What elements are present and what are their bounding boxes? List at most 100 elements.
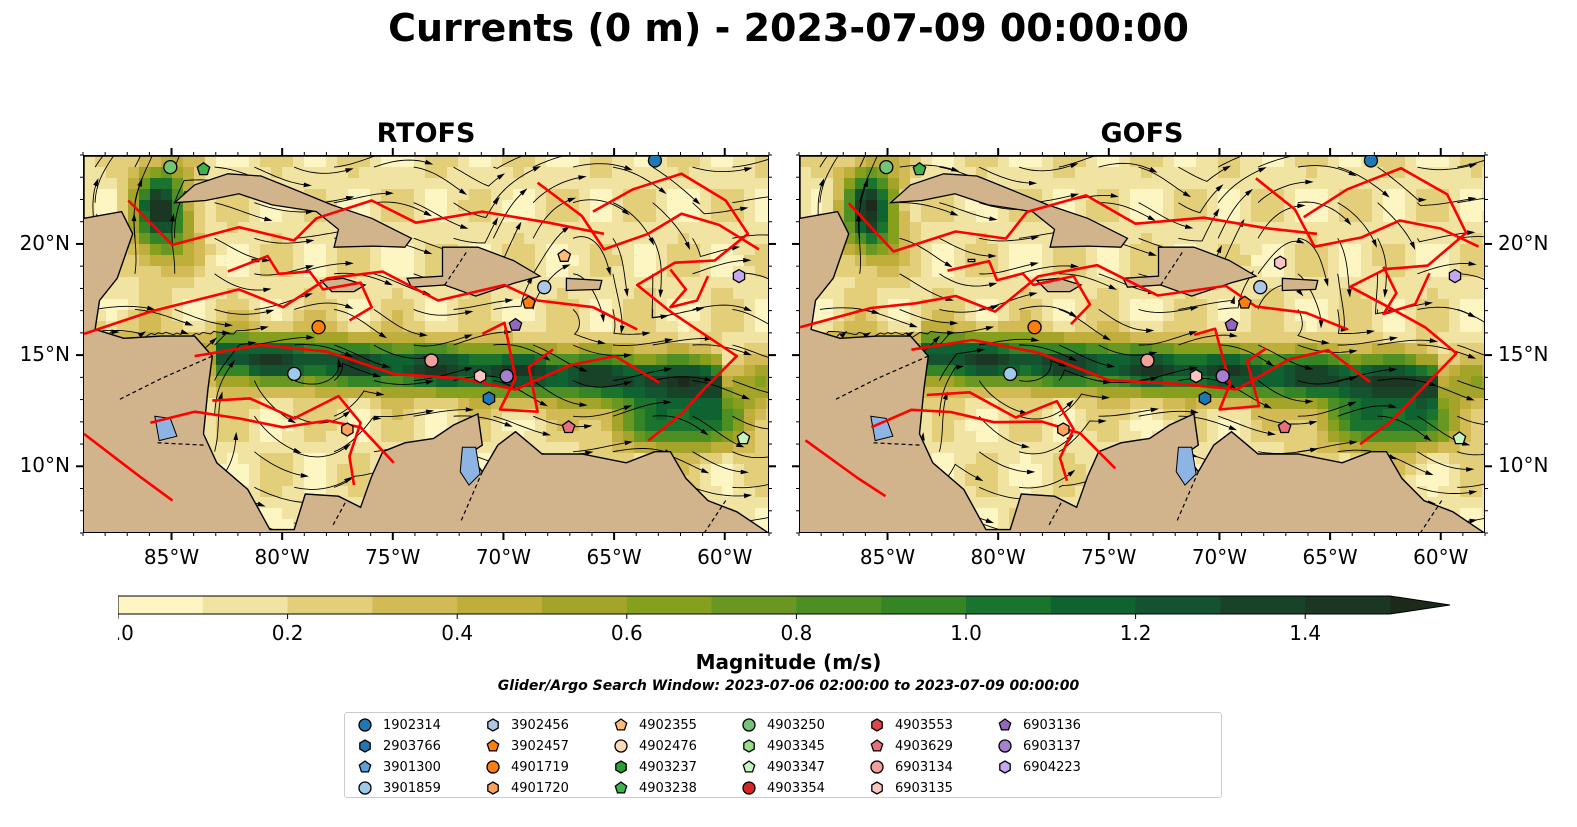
boundary-line [669, 268, 710, 309]
hexagon-marker [743, 739, 755, 753]
float-marker [1253, 280, 1268, 295]
legend-label: 4903347 [767, 759, 825, 775]
circle-marker [358, 781, 372, 795]
boundary-line [911, 338, 1371, 391]
lon-tick-label: 65°W [1302, 545, 1358, 569]
colorbar-tick-label: 1.2 [1120, 621, 1152, 645]
colorbar-segment [1050, 596, 1137, 614]
legend-label: 4901719 [511, 759, 569, 775]
boundary-line [1302, 166, 1468, 446]
circle-marker-icon [358, 718, 372, 732]
legend-label: 4903345 [767, 738, 825, 754]
float-marker [1215, 368, 1230, 384]
legend-label: 4902355 [639, 717, 697, 733]
boundary-line [84, 432, 174, 502]
boundary-line [84, 270, 638, 336]
hexagon-marker-icon [871, 718, 883, 732]
float-marker [508, 317, 523, 331]
lake [870, 415, 894, 442]
legend-item: 4902355 [613, 715, 697, 735]
circle-marker [742, 718, 756, 732]
colorbar-segment [796, 596, 882, 614]
island-landmass [1281, 277, 1319, 292]
float-marker [879, 159, 894, 175]
float-marker [1198, 391, 1212, 406]
lon-tick-label: 80°W [970, 545, 1026, 569]
boundary-line [592, 172, 750, 442]
legend-label: 4903238 [639, 780, 697, 796]
colorbar-extend-arrow [1390, 596, 1450, 614]
lake [1175, 446, 1197, 486]
float-marker [1057, 422, 1070, 437]
legend-item: 4903250 [741, 715, 825, 735]
boundary-line [847, 194, 1318, 253]
float-marker [1140, 353, 1155, 368]
circle-marker-icon [358, 781, 372, 795]
legend-item: 6904223 [997, 757, 1081, 777]
hexagon-marker [999, 760, 1011, 774]
colorbar-tick-label: 0.2 [272, 621, 304, 645]
pentagon-marker [358, 760, 372, 773]
colorbar-label: Magnitude (m/s) [695, 650, 882, 674]
lon-tick-label: 75°W [1081, 545, 1137, 569]
colorbar-segment [711, 596, 797, 614]
lon-tick-label: 80°W [254, 545, 310, 569]
pentagon-marker [742, 760, 756, 773]
legend-item: 4903238 [613, 778, 697, 798]
legend-label: 6903137 [1023, 738, 1081, 754]
hexagon-marker [871, 781, 883, 795]
pentagon-marker [614, 718, 628, 731]
legend-item: 4903354 [741, 778, 825, 798]
colorbar-tick-label: 0.4 [441, 621, 473, 645]
lat-tick-label-right: 10°N [1498, 453, 1549, 478]
lat-tick-label-right: 20°N [1498, 230, 1549, 255]
legend-item: 6903136 [997, 715, 1081, 735]
hexagon-marker-icon [871, 781, 883, 795]
hexagon-marker-icon [999, 760, 1011, 774]
float-marker [912, 161, 927, 176]
pentagon-marker-icon [870, 739, 884, 752]
lake [154, 415, 178, 442]
hexagon-marker [359, 739, 371, 753]
legend-item: 3902457 [485, 736, 569, 756]
legend-item: 4903347 [741, 757, 825, 777]
panel-title-rtofs: RTOFS [376, 118, 476, 149]
colorbar-segment [1305, 596, 1391, 614]
pentagon-marker-icon [614, 718, 628, 731]
colorbar-tick-label: 0.8 [780, 621, 812, 645]
colorbar-tick-label: 1.0 [950, 621, 982, 645]
legend-label: 4901720 [511, 780, 569, 796]
legend-label: 4903629 [895, 738, 953, 754]
circle-marker [358, 718, 372, 732]
boundary-line [800, 263, 1349, 331]
hexagon-marker [487, 718, 499, 732]
boundary-line [150, 410, 395, 464]
circle-marker [742, 781, 756, 795]
legend-label: 4903553 [895, 717, 953, 733]
float-marker [196, 161, 211, 176]
lat-tick-label-left: 20°N [19, 230, 70, 255]
float-marker [499, 368, 514, 384]
legend-item: 2903766 [357, 736, 441, 756]
boundary-line [481, 321, 554, 413]
hexagon-marker-icon [487, 781, 499, 795]
panel-title-gofs: GOFS [1100, 118, 1184, 149]
lon-tick-label: 60°W [1413, 545, 1469, 569]
search-window-text: Glider/Argo Search Window: 2023-07-06 02… [497, 678, 1080, 694]
colorbar-segment [542, 596, 628, 614]
island-landmass [172, 173, 413, 248]
colorbar-segment [881, 596, 967, 614]
float-marker [424, 353, 439, 368]
float-marker [732, 268, 746, 284]
float-marker [1448, 268, 1462, 284]
lat-tick-label-right: 15°N [1498, 342, 1549, 367]
float-marker [473, 368, 487, 384]
float-marker [341, 422, 354, 437]
legend: 1902314 2903766 3901300 3901859 3902456 39024… [344, 712, 1222, 798]
boundary-line [227, 254, 373, 322]
island-landmass [967, 258, 976, 263]
float-marker [1189, 368, 1203, 384]
legend-item: 3902456 [485, 715, 569, 735]
boundary-line [947, 259, 1092, 326]
legend-item: 4903237 [613, 757, 697, 777]
